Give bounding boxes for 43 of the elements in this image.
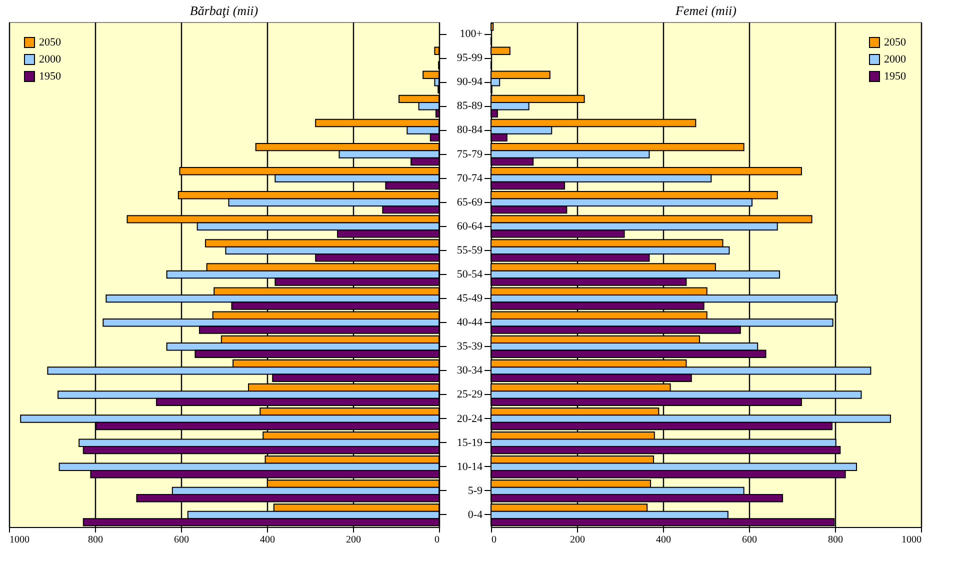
bar bbox=[434, 46, 440, 55]
chart-title: Femei (mii) bbox=[674, 3, 737, 18]
x-tick-label: 200 bbox=[346, 534, 361, 546]
y-tick-label: 0-4 bbox=[468, 508, 483, 521]
y-tick-label: 10-14 bbox=[456, 460, 483, 473]
legend-label: 2050 bbox=[884, 36, 906, 48]
x-tick-label: 400 bbox=[260, 534, 275, 546]
y-tick-label: 20-24 bbox=[456, 412, 483, 425]
y-tick-label: 60-64 bbox=[456, 220, 483, 232]
legend-label: 2000 bbox=[884, 54, 906, 66]
y-tick-label: 65-69 bbox=[456, 196, 483, 208]
legend-label: 2050 bbox=[39, 36, 62, 48]
y-tick-label: 35-39 bbox=[456, 340, 483, 353]
legend-label: 1950 bbox=[884, 70, 906, 82]
bar bbox=[490, 22, 494, 31]
chart-title: Bărbaţi (mii) bbox=[190, 3, 258, 18]
y-tick-label: 100+ bbox=[460, 28, 482, 40]
y-tick-label: 90-94 bbox=[456, 76, 483, 88]
x-tick-label: 1000 bbox=[10, 534, 30, 546]
y-tick-label: 80-84 bbox=[456, 124, 483, 136]
y-tick-label: 95-99 bbox=[456, 52, 483, 64]
y-tick-label: 50-54 bbox=[456, 268, 483, 280]
y-tick-label: 5-9 bbox=[468, 484, 483, 497]
y-tick-label: 75-79 bbox=[456, 148, 483, 160]
x-tick-label: 0 bbox=[434, 534, 440, 546]
x-tick-label: 600 bbox=[742, 534, 757, 546]
x-tick-label: 800 bbox=[88, 534, 103, 546]
x-tick-label: 0 bbox=[492, 534, 496, 546]
legend-label: 2000 bbox=[39, 54, 62, 66]
y-tick-label: 70-74 bbox=[456, 172, 483, 184]
y-tick-label: 45-49 bbox=[456, 292, 483, 305]
x-tick-label: 1000 bbox=[902, 534, 922, 546]
legend-label: 1950 bbox=[39, 70, 62, 82]
y-tick-label: 15-19 bbox=[456, 436, 483, 449]
y-tick-label: 30-34 bbox=[456, 364, 483, 377]
x-tick-label: 400 bbox=[656, 534, 671, 546]
x-tick-label: 800 bbox=[828, 534, 843, 546]
y-tick-label: 85-89 bbox=[456, 100, 483, 112]
y-tick-label: 40-44 bbox=[456, 316, 483, 329]
y-tick-label: 25-29 bbox=[456, 388, 483, 401]
y-tick-label: 55-59 bbox=[456, 244, 483, 256]
x-tick-label: 200 bbox=[570, 534, 585, 546]
x-tick-label: 600 bbox=[174, 534, 189, 546]
